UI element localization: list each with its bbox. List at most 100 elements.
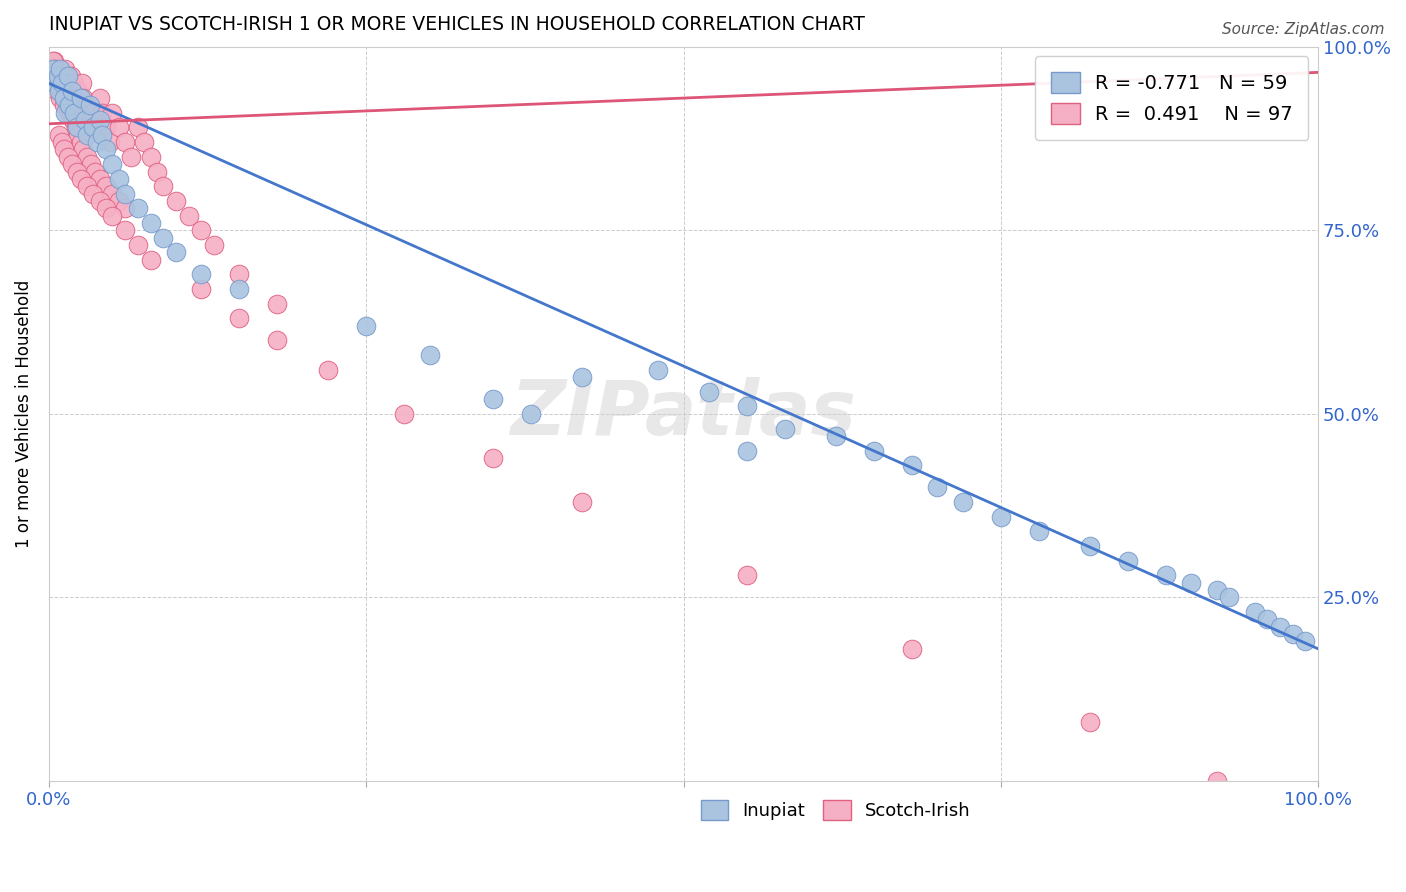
Point — [101, 157, 124, 171]
Point — [101, 105, 124, 120]
Point — [1243, 605, 1265, 619]
Point — [927, 480, 949, 494]
Point — [1028, 524, 1050, 539]
Point — [44, 69, 66, 83]
Point — [134, 135, 156, 149]
Point — [1078, 715, 1101, 730]
Point — [94, 120, 117, 135]
Point — [42, 76, 65, 90]
Point — [139, 252, 162, 267]
Point — [56, 91, 79, 105]
Point — [165, 194, 187, 208]
Point — [89, 194, 111, 208]
Point — [42, 62, 65, 76]
Point — [107, 171, 129, 186]
Point — [82, 105, 104, 120]
Point — [56, 69, 79, 83]
Point — [952, 495, 974, 509]
Point — [482, 450, 505, 465]
Point — [1268, 620, 1291, 634]
Point — [1205, 774, 1227, 789]
Point — [152, 230, 174, 244]
Point — [42, 54, 65, 69]
Point — [228, 268, 250, 282]
Point — [56, 150, 79, 164]
Point — [67, 84, 90, 98]
Point — [94, 201, 117, 215]
Point — [69, 171, 91, 186]
Point — [69, 135, 91, 149]
Point — [73, 113, 96, 128]
Point — [114, 201, 136, 215]
Point — [394, 407, 416, 421]
Point — [83, 164, 105, 178]
Point — [48, 128, 70, 142]
Point — [697, 384, 720, 399]
Point — [53, 91, 76, 105]
Point — [65, 91, 87, 105]
Point — [202, 238, 225, 252]
Point — [45, 84, 67, 98]
Point — [67, 128, 90, 142]
Point — [139, 150, 162, 164]
Point — [73, 105, 96, 120]
Point — [901, 458, 924, 473]
Point — [44, 62, 66, 76]
Point — [49, 76, 72, 90]
Point — [735, 443, 758, 458]
Point — [773, 421, 796, 435]
Point — [79, 98, 101, 112]
Point — [114, 186, 136, 201]
Point — [1154, 568, 1177, 582]
Point — [127, 120, 149, 135]
Text: ZIPatlas: ZIPatlas — [510, 376, 856, 450]
Point — [70, 76, 93, 90]
Point — [56, 98, 79, 112]
Point — [63, 76, 86, 90]
Point — [82, 186, 104, 201]
Point — [53, 98, 76, 112]
Point — [59, 105, 82, 120]
Point — [1205, 583, 1227, 598]
Point — [76, 128, 98, 142]
Point — [72, 91, 94, 105]
Point — [67, 98, 90, 112]
Point — [1218, 591, 1240, 605]
Point — [107, 194, 129, 208]
Point — [190, 223, 212, 237]
Point — [824, 429, 846, 443]
Point — [735, 568, 758, 582]
Point — [190, 282, 212, 296]
Point — [190, 268, 212, 282]
Point — [520, 407, 543, 421]
Point — [89, 91, 111, 105]
Point — [228, 282, 250, 296]
Point — [72, 143, 94, 157]
Point — [571, 495, 593, 509]
Point — [121, 150, 143, 164]
Point — [647, 363, 669, 377]
Point — [76, 98, 98, 112]
Point — [127, 238, 149, 252]
Point — [266, 334, 288, 348]
Point — [55, 76, 77, 90]
Point — [79, 113, 101, 128]
Point — [152, 179, 174, 194]
Point — [1281, 627, 1303, 641]
Point — [735, 400, 758, 414]
Point — [52, 84, 75, 98]
Point — [51, 135, 73, 149]
Point — [62, 113, 84, 128]
Point — [55, 62, 77, 76]
Point — [94, 179, 117, 194]
Point — [177, 209, 200, 223]
Point — [356, 318, 378, 333]
Point — [58, 105, 80, 120]
Point — [91, 105, 114, 120]
Text: Source: ZipAtlas.com: Source: ZipAtlas.com — [1222, 22, 1385, 37]
Point — [89, 171, 111, 186]
Point — [60, 84, 83, 98]
Point — [49, 91, 72, 105]
Point — [41, 62, 63, 76]
Point — [55, 91, 77, 105]
